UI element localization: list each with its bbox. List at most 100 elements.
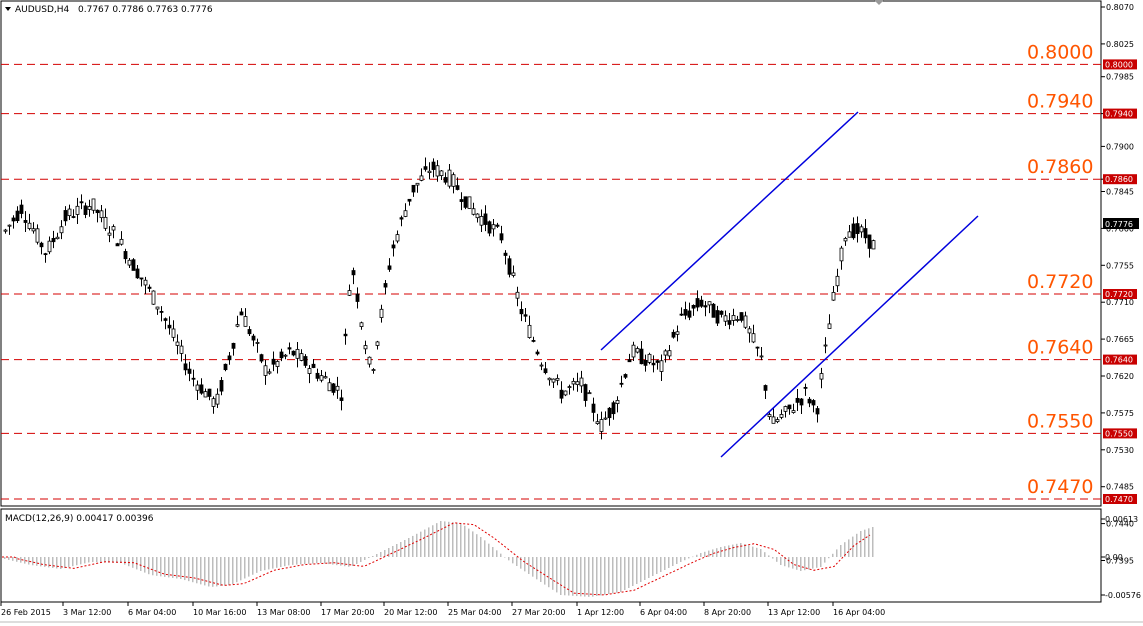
candle-body — [159, 310, 164, 313]
price-axis-label: 0.7395 — [1106, 557, 1134, 566]
candle-body — [323, 376, 328, 379]
symbol-menu-icon[interactable] — [5, 7, 11, 11]
macd-bar — [452, 522, 454, 557]
macd-bar — [328, 557, 330, 565]
candle-body — [231, 342, 236, 349]
macd-bar — [532, 557, 534, 577]
candle-body — [723, 315, 728, 322]
macd-bar — [368, 557, 370, 558]
candle-body — [743, 315, 748, 328]
macd-bar — [692, 556, 694, 558]
macd-bar — [12, 557, 14, 561]
candle-body — [587, 392, 592, 395]
macd-bar — [392, 546, 394, 557]
level-label: 0.8000 — [1027, 41, 1093, 63]
macd-bar — [376, 554, 378, 557]
macd-bar — [632, 557, 634, 586]
macd-bar — [372, 556, 374, 557]
candle-body — [559, 389, 564, 399]
channel-upper-line[interactable] — [600, 111, 859, 351]
macd-bar — [216, 557, 218, 587]
level-tag-text: 0.8000 — [1105, 60, 1133, 69]
macd-bar — [144, 557, 146, 573]
level-tag-text: 0.7720 — [1105, 290, 1133, 299]
candle-body — [51, 237, 56, 243]
macd-bar — [872, 527, 874, 557]
candle-body — [847, 231, 852, 238]
candle-body — [831, 292, 836, 301]
candle-body — [463, 196, 468, 208]
candle-body — [11, 217, 16, 222]
macd-bar — [564, 557, 566, 596]
candle-body — [91, 198, 96, 211]
candle-body — [55, 236, 60, 240]
candle-body — [827, 323, 832, 329]
time-axis-label: 20 Mar 12:00 — [384, 608, 437, 617]
candle-body — [247, 329, 252, 335]
candle-body — [315, 372, 320, 379]
channel-lower-line[interactable] — [720, 215, 979, 458]
macd-bar — [668, 557, 670, 568]
macd-bar — [776, 557, 778, 562]
candle-body — [127, 259, 132, 266]
level-tag-box — [1103, 289, 1137, 299]
time-axis-label: 3 Mar 12:00 — [63, 608, 111, 617]
candle-body — [507, 258, 512, 275]
candle-body — [215, 393, 220, 405]
candle-body — [807, 398, 812, 404]
level-label: 0.7470 — [1027, 476, 1093, 498]
macd-bar — [456, 522, 458, 557]
macd-bar — [84, 557, 86, 564]
candle-body — [299, 353, 304, 361]
macd-bar — [292, 557, 294, 565]
macd-bar — [60, 557, 62, 569]
support-resistance-levels[interactable]: 0.8000 0.7940 0.7860 0.7720 0.7640 0.7550 0.74… — [1, 41, 1101, 500]
macd-bar — [700, 553, 702, 557]
macd-bar — [644, 557, 646, 580]
candle-body — [583, 384, 588, 401]
macd-bar — [728, 545, 730, 557]
macd-bar — [380, 552, 382, 557]
shift-marker-icon[interactable] — [874, 0, 884, 5]
candle-body — [871, 240, 876, 250]
candle-body — [843, 238, 848, 242]
macd-bar — [648, 557, 650, 578]
macd-axis[interactable]: 0.00613 0.00 -0.00576 — [1101, 515, 1141, 600]
macd-bar — [760, 549, 762, 557]
price-axis-label: 0.7485 — [1106, 483, 1134, 492]
candle-body — [455, 185, 460, 190]
macd-bar — [528, 557, 530, 574]
level-tag-text: 0.7470 — [1105, 495, 1133, 504]
macd-bar — [256, 557, 258, 573]
candle-body — [747, 328, 752, 334]
time-axis[interactable]: 26 Feb 2015 3 Mar 12:00 6 Mar 04:00 10 Mar … — [0, 602, 885, 617]
candle-body — [467, 196, 472, 209]
macd-bar — [868, 528, 870, 557]
price-axis[interactable]: 0.8070 0.8025 0.7985 0.7940 0.7900 0.7860 0.78… — [1101, 3, 1134, 566]
macd-bar — [612, 557, 614, 594]
candle-body — [191, 377, 196, 380]
candle-body — [499, 233, 504, 241]
candle-body — [859, 226, 864, 233]
candle-body — [235, 324, 240, 327]
candle-body — [659, 360, 664, 372]
price-axis-label: 0.7440 — [1106, 520, 1134, 529]
macd-bar — [420, 531, 422, 557]
candle-body — [135, 268, 140, 279]
macd-bar — [844, 542, 846, 557]
candle-body — [179, 345, 184, 354]
candle-body — [787, 404, 792, 410]
macd-bar — [108, 557, 110, 563]
main-price-panel[interactable] — [0, 0, 1102, 507]
macd-bar — [56, 557, 58, 569]
macd-axis-top: 0.00613 — [1105, 515, 1138, 524]
macd-bar — [316, 557, 318, 564]
candle-body — [687, 310, 692, 318]
macd-bar — [560, 557, 562, 595]
macd-bar — [264, 557, 266, 571]
macd-bar — [240, 557, 242, 581]
macd-bar — [164, 557, 166, 577]
macd-panel[interactable] — [0, 508, 1102, 603]
candle-body — [351, 270, 356, 276]
